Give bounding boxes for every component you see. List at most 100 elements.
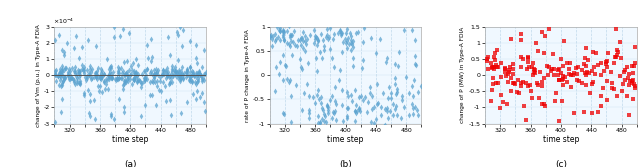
Point	[81, 76, 91, 78]
Point	[74, 71, 84, 73]
Point	[553, 69, 563, 72]
Point	[354, 95, 364, 98]
Point	[593, 111, 603, 113]
Point	[193, 74, 204, 77]
Point	[95, 77, 105, 80]
Y-axis label: rate of P change in Type-A FDIA: rate of P change in Type-A FDIA	[245, 29, 250, 122]
Point	[554, 79, 564, 81]
Point	[492, 66, 502, 68]
Point	[342, 47, 352, 50]
Point	[518, 105, 529, 108]
Point	[525, 84, 535, 86]
Point	[587, 69, 597, 72]
Point	[513, 91, 523, 94]
Point	[53, 75, 63, 77]
Point	[191, 90, 202, 92]
Point	[342, 115, 352, 118]
Point	[186, 74, 196, 77]
Point	[295, 58, 305, 61]
Point	[324, 36, 334, 38]
Point	[172, 70, 182, 73]
Point	[182, 69, 192, 72]
Point	[544, 28, 554, 31]
Y-axis label: change of Vm (p.u.) in Type-A FDIA: change of Vm (p.u.) in Type-A FDIA	[35, 24, 40, 127]
Point	[624, 84, 634, 87]
Point	[145, 81, 155, 83]
Point	[488, 83, 498, 85]
Point	[340, 38, 351, 40]
Point	[329, 66, 339, 69]
Point	[564, 62, 575, 65]
Point	[613, 51, 623, 53]
Point	[487, 89, 497, 92]
Point	[628, 83, 639, 86]
Point	[167, 70, 177, 73]
Text: $\times10^{-4}$: $\times10^{-4}$	[53, 17, 74, 26]
Point	[564, 67, 574, 70]
Point	[75, 82, 85, 84]
Point	[97, 76, 108, 78]
Point	[59, 69, 69, 71]
Point	[125, 77, 135, 80]
Point	[602, 60, 612, 62]
Point	[630, 46, 640, 48]
Point	[568, 112, 579, 114]
Point	[291, 83, 301, 86]
Point	[628, 79, 638, 81]
Point	[152, 79, 162, 82]
Point	[51, 73, 61, 76]
Point	[573, 66, 584, 68]
Point	[167, 81, 177, 84]
Point	[197, 79, 207, 82]
Point	[335, 69, 345, 71]
Point	[191, 98, 201, 101]
Point	[145, 94, 156, 97]
Point	[382, 107, 392, 110]
Point	[141, 67, 152, 70]
Point	[500, 68, 510, 70]
Point	[74, 57, 84, 60]
Point	[297, 37, 307, 39]
Point	[630, 62, 640, 64]
Point	[630, 87, 640, 90]
Point	[182, 73, 193, 76]
Point	[381, 56, 392, 59]
Point	[176, 76, 186, 79]
Point	[312, 70, 322, 72]
Point	[118, 88, 128, 90]
Point	[537, 81, 547, 84]
Point	[540, 105, 550, 108]
Point	[119, 61, 129, 64]
Point	[344, 42, 354, 45]
Point	[408, 95, 419, 98]
Point	[504, 69, 515, 71]
Point	[99, 73, 109, 75]
Point	[572, 79, 582, 82]
Point	[170, 71, 180, 73]
Point	[275, 30, 285, 33]
X-axis label: time step: time step	[543, 135, 579, 144]
Point	[568, 72, 579, 74]
Point	[127, 62, 138, 65]
Point	[106, 76, 116, 79]
Point	[390, 62, 400, 65]
Point	[367, 95, 378, 98]
Point	[348, 40, 358, 43]
Point	[58, 79, 68, 82]
Point	[140, 76, 150, 79]
Point	[173, 76, 184, 79]
Point	[175, 69, 186, 72]
Point	[170, 72, 180, 75]
Point	[559, 75, 570, 78]
Point	[577, 69, 587, 71]
Point	[602, 66, 612, 69]
Point	[201, 71, 211, 73]
Point	[590, 73, 600, 76]
Point	[328, 37, 339, 40]
Point	[300, 49, 310, 52]
Point	[51, 79, 61, 82]
Point	[309, 42, 319, 45]
Point	[349, 119, 360, 122]
Point	[173, 34, 184, 36]
Point	[59, 53, 69, 56]
